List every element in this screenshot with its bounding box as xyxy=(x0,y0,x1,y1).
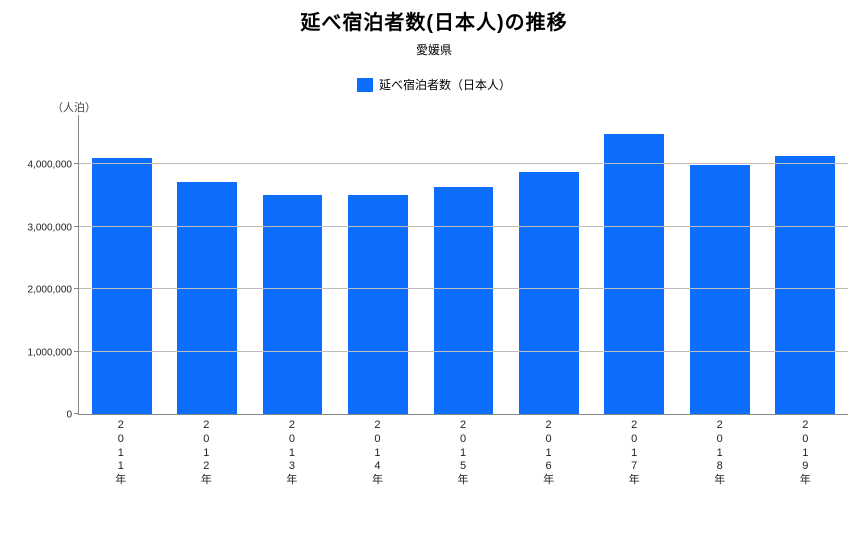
x-tick-label: 2011年 xyxy=(78,419,164,488)
chart-legend: 延べ宿泊者数（日本人） xyxy=(20,76,848,93)
x-tick-label: 2013年 xyxy=(249,419,335,488)
bar-slot xyxy=(592,134,677,414)
chart-container: 延べ宿泊者数(日本人)の推移 愛媛県 延べ宿泊者数（日本人） （人泊） 0 1,0… xyxy=(0,0,868,536)
bar xyxy=(775,156,835,414)
y-tick-mark xyxy=(74,413,79,414)
chart-plot: 01,000,0002,000,0003,000,0004,000,000 xyxy=(20,115,848,415)
y-tick-label: 0 xyxy=(66,410,72,421)
y-tick-label: 2,000,000 xyxy=(28,285,73,296)
bar xyxy=(434,187,494,415)
bar xyxy=(604,134,664,414)
chart-subtitle: 愛媛県 xyxy=(20,41,848,58)
x-tick-label: 2019年 xyxy=(763,419,849,488)
bar-slot xyxy=(335,195,420,414)
bar xyxy=(177,182,237,415)
plot-area xyxy=(78,115,848,415)
x-tick-label: 2012年 xyxy=(164,419,250,488)
x-tick-label: 2014年 xyxy=(335,419,421,488)
grid-line xyxy=(79,351,848,352)
grid-line xyxy=(79,163,848,164)
legend-swatch xyxy=(357,78,373,92)
legend-label: 延べ宿泊者数（日本人） xyxy=(379,76,511,93)
y-tick-label: 4,000,000 xyxy=(28,160,73,171)
bar-slot xyxy=(164,182,249,415)
y-tick-label: 1,000,000 xyxy=(28,347,73,358)
bar-slot xyxy=(677,165,762,414)
x-tick-label: 2015年 xyxy=(420,419,506,488)
bar xyxy=(519,172,579,414)
x-tick-label: 2016年 xyxy=(506,419,592,488)
bar xyxy=(348,195,408,414)
y-axis: 01,000,0002,000,0003,000,0004,000,000 xyxy=(20,115,78,415)
bars-container xyxy=(79,115,848,414)
grid-line xyxy=(79,226,848,227)
bar-slot xyxy=(250,195,335,414)
bar xyxy=(263,195,323,414)
bar-slot xyxy=(421,187,506,415)
x-axis: 2011年2012年2013年2014年2015年2016年2017年2018年… xyxy=(78,419,848,488)
bar-slot xyxy=(79,158,164,414)
bar-slot xyxy=(763,156,848,414)
bar-slot xyxy=(506,172,591,414)
grid-line xyxy=(79,288,848,289)
bar xyxy=(92,158,152,414)
x-tick-label: 2017年 xyxy=(591,419,677,488)
y-tick-label: 3,000,000 xyxy=(28,222,73,233)
chart-title: 延べ宿泊者数(日本人)の推移 xyxy=(20,6,848,35)
y-axis-unit-label: （人泊） xyxy=(52,99,848,115)
x-tick-label: 2018年 xyxy=(677,419,763,488)
bar xyxy=(690,165,750,414)
